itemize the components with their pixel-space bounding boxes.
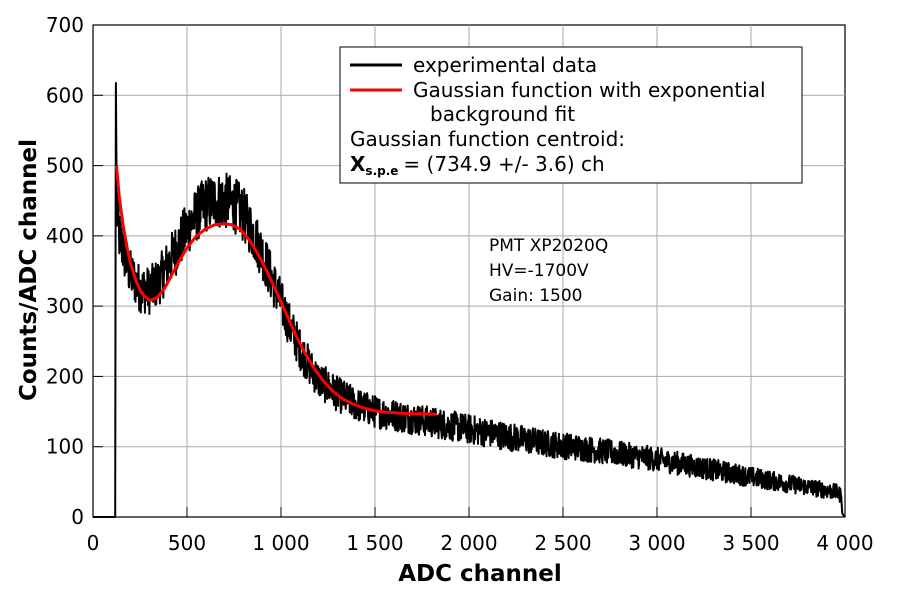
y-tick-label: 100 bbox=[46, 435, 84, 459]
x-tick-label: 3 000 bbox=[628, 531, 685, 555]
x-tick-label: 1 500 bbox=[346, 531, 403, 555]
x-tick-label: 1 000 bbox=[252, 531, 309, 555]
centroid-value: = (734.9 +/- 3.6) ch bbox=[403, 152, 604, 176]
x-tick-label: 0 bbox=[87, 531, 100, 555]
series-experimental-data bbox=[92, 82, 846, 518]
y-tick-label: 700 bbox=[46, 13, 84, 37]
series-layer bbox=[92, 82, 846, 518]
x-tick-label: 2 500 bbox=[534, 531, 591, 555]
x-tick-label: 500 bbox=[168, 531, 206, 555]
y-tick-label: 400 bbox=[46, 224, 84, 248]
legend: experimental data Gaussian function with… bbox=[339, 46, 803, 184]
legend-label-data: experimental data bbox=[413, 53, 597, 77]
annotation-hv: HV=-1700V bbox=[489, 261, 589, 281]
legend-label-fit: Gaussian function with exponential bbox=[413, 78, 766, 102]
x-axis: 0 500 1 000 1 500 2 000 2 500 3 000 3 500 4 000 bbox=[87, 507, 874, 555]
y-tick-label: 600 bbox=[46, 83, 84, 107]
annotation-gain: Gain: 1500 bbox=[489, 286, 582, 306]
legend-centroid-line: Xs.p.e = (734.9 +/- 3.6) ch bbox=[350, 152, 605, 178]
centroid-subscript: s.p.e bbox=[365, 164, 398, 178]
legend-label-fit-cont: background fit bbox=[430, 102, 575, 126]
y-tick-label: 0 bbox=[71, 505, 84, 529]
y-axis-title: Counts/ADC channel bbox=[16, 139, 42, 401]
y-axis: 0 100 200 300 400 500 600 700 bbox=[46, 13, 103, 529]
x-tick-label: 3 500 bbox=[722, 531, 779, 555]
y-tick-label: 500 bbox=[46, 154, 84, 178]
legend-box bbox=[339, 46, 803, 184]
x-axis-title: ADC channel bbox=[398, 561, 562, 587]
y-tick-label: 300 bbox=[46, 294, 84, 318]
series-gaussian-fit bbox=[115, 165, 438, 416]
annotation-pmt: PMT XP2020Q bbox=[489, 236, 608, 256]
centroid-symbol: X bbox=[350, 152, 366, 176]
x-tick-label: 4 000 bbox=[816, 531, 873, 555]
y-tick-label: 200 bbox=[46, 364, 84, 388]
x-tick-label: 2 000 bbox=[440, 531, 497, 555]
legend-centroid-label: Gaussian function centroid: bbox=[350, 127, 625, 151]
